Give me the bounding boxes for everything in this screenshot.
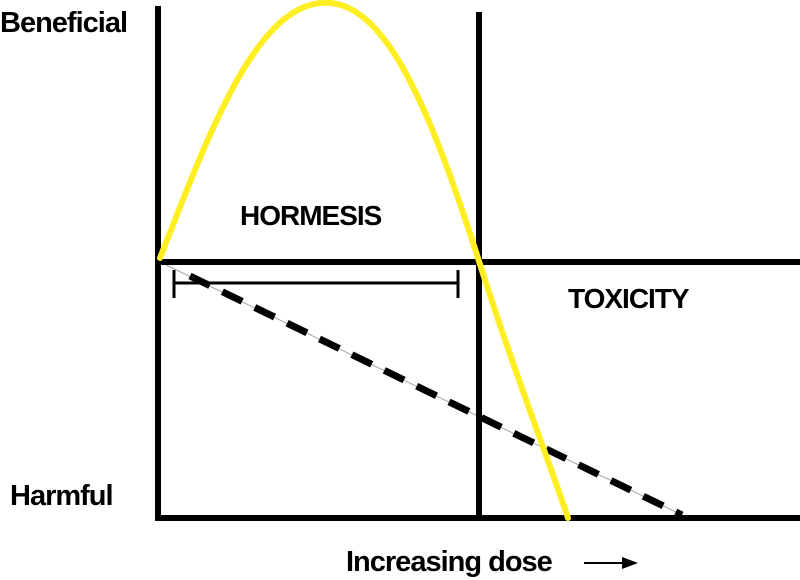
right-arrow-icon [584,557,638,569]
linear-dose-line [159,261,684,519]
hormetic-zone-bracket [172,270,460,298]
x-axis-label: Increasing dose [346,546,553,578]
y-top-label: Beneficial [0,7,127,39]
y-bottom-label: Harmful [10,480,113,512]
toxicity-label: TOXICITY [568,283,690,314]
hormesis-label: HORMESIS [240,200,382,231]
hormetic-curve [157,0,571,521]
